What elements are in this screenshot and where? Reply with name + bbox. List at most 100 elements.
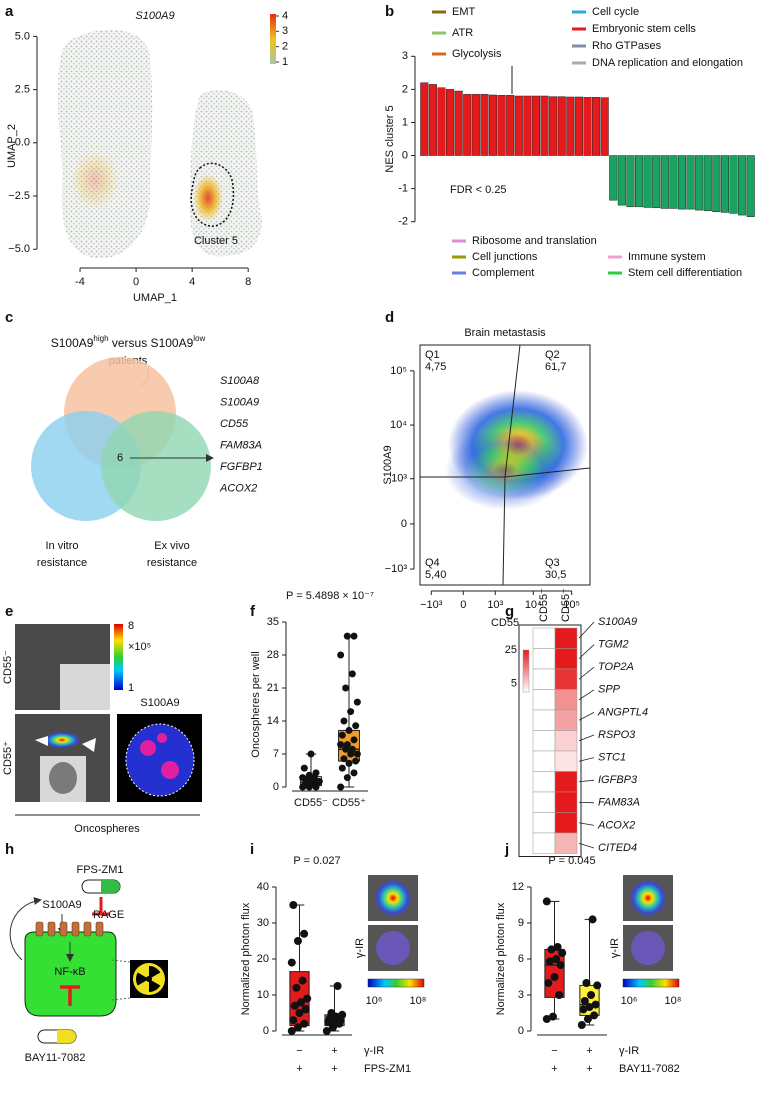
data-point: [542, 897, 551, 906]
condition-mark: +: [586, 1063, 592, 1075]
y-tick-label: 0: [273, 781, 279, 793]
condition-mark: +: [331, 1045, 337, 1057]
heatmap-cell: [532, 689, 556, 711]
y-tick-label: 7: [273, 748, 279, 760]
drug-label: BAY11-7082: [25, 1052, 86, 1064]
condition-name: γ-IR: [619, 1045, 639, 1057]
expression-hotspot: [193, 174, 223, 222]
bioluminescence-signal: [630, 880, 666, 916]
leader-line: [578, 621, 595, 639]
legend-label: Rho GTPases: [592, 40, 662, 52]
row-label: CITED4: [598, 842, 637, 854]
panel-label: j: [504, 841, 509, 858]
heatmap-cell: [554, 689, 578, 711]
heatmap-cell: [554, 730, 578, 752]
data-point: [293, 937, 302, 945]
panel-label: e: [5, 603, 13, 620]
bar: [738, 155, 747, 216]
caption: Oncospheres: [74, 823, 140, 835]
cell-cloud: [57, 29, 153, 259]
colorbar-label: 10⁸: [410, 995, 427, 1007]
bar: [428, 84, 437, 156]
y-tick-label: 12: [512, 881, 524, 893]
row-label: STC1: [598, 752, 626, 764]
bar: [712, 155, 721, 213]
colorbar-label: 10⁶: [621, 995, 638, 1007]
bar: [634, 155, 644, 208]
bar: [574, 96, 583, 156]
quadrant-percent: 5,40: [425, 569, 446, 581]
stain-label: S100A9: [140, 697, 179, 709]
quadrant-name: Q1: [425, 349, 440, 361]
legend-label: Embryonic stem cells: [592, 23, 696, 35]
legend-swatch: [608, 255, 622, 259]
data-point: [552, 955, 561, 963]
bar: [566, 96, 575, 156]
leader-line: [578, 801, 595, 804]
heatmap-cell: [554, 832, 578, 854]
bar: [549, 96, 558, 156]
condition-mark: +: [331, 1063, 337, 1075]
data-point: [337, 741, 345, 749]
y-tick-label: 14: [267, 715, 279, 727]
data-point: [350, 769, 358, 777]
y-tick-label: 1: [402, 116, 408, 128]
legend-label: Stem cell differentiation: [628, 267, 742, 279]
chart-title: S100A9: [135, 10, 174, 22]
set-label: Ex vivo: [154, 540, 189, 552]
data-point: [545, 957, 554, 966]
row-label: RSPO3: [598, 729, 636, 741]
legend-label: Cell cycle: [592, 6, 639, 18]
bar: [746, 155, 755, 217]
data-point: [343, 741, 351, 749]
data-point: [338, 1010, 347, 1019]
gene-label: S100A8: [220, 375, 260, 387]
data-point: [348, 745, 356, 753]
density-cloud: [445, 430, 565, 510]
chart-title: P = 0.045: [548, 855, 595, 867]
colorbar-label: 3: [282, 25, 288, 37]
ligand-label: S100A9: [42, 899, 81, 911]
data-point: [583, 1015, 592, 1023]
colorbar-label: ×10⁵: [128, 641, 151, 653]
dotted-link: [111, 959, 131, 1001]
leader-line: [578, 712, 595, 721]
bar: [497, 95, 506, 156]
y-tick-label: 10⁴: [390, 419, 407, 431]
marker-stain: [157, 733, 167, 743]
data-point: [297, 998, 306, 1007]
bar: [420, 82, 429, 156]
heatmap-legend: [522, 649, 530, 693]
leader-line: [578, 757, 595, 762]
inhibition: [92, 897, 110, 916]
heatmap-cell: [532, 627, 556, 649]
legend-label: Immune system: [628, 251, 706, 263]
data-point: [337, 783, 345, 791]
radiation-blade: [149, 965, 161, 979]
radiation-blade: [136, 972, 149, 986]
y-tick-label: 9: [518, 917, 524, 929]
x-tick-label: 10³: [487, 599, 503, 611]
heatmap-cell: [532, 709, 556, 731]
condition-name: γ-IR: [364, 1045, 384, 1057]
data-point: [579, 1005, 588, 1014]
row-label: CD55⁻: [2, 650, 14, 684]
legend-label: Complement: [472, 267, 534, 279]
data-point: [590, 1011, 599, 1020]
row-label: IGFBP3: [598, 774, 638, 786]
chart-title: P = 0.027: [293, 855, 340, 867]
data-point: [287, 1027, 296, 1035]
y-tick-label: 2.5: [15, 84, 30, 96]
panel-label: f: [250, 603, 256, 620]
bar: [695, 155, 704, 211]
receptor: [35, 921, 44, 937]
heatmap-cell: [554, 627, 578, 649]
column-label: CD55⁺: [560, 588, 572, 622]
chart-title: P = 5.4898 × 10⁻⁷: [286, 590, 374, 602]
x-tick-label: 0: [460, 599, 466, 611]
legend-swatch: [432, 52, 446, 56]
x-axis-label: UMAP_1: [133, 292, 177, 304]
y-tick-label: 6: [518, 953, 524, 965]
legend-swatch: [608, 271, 622, 275]
legend-label: EMT: [452, 6, 476, 18]
